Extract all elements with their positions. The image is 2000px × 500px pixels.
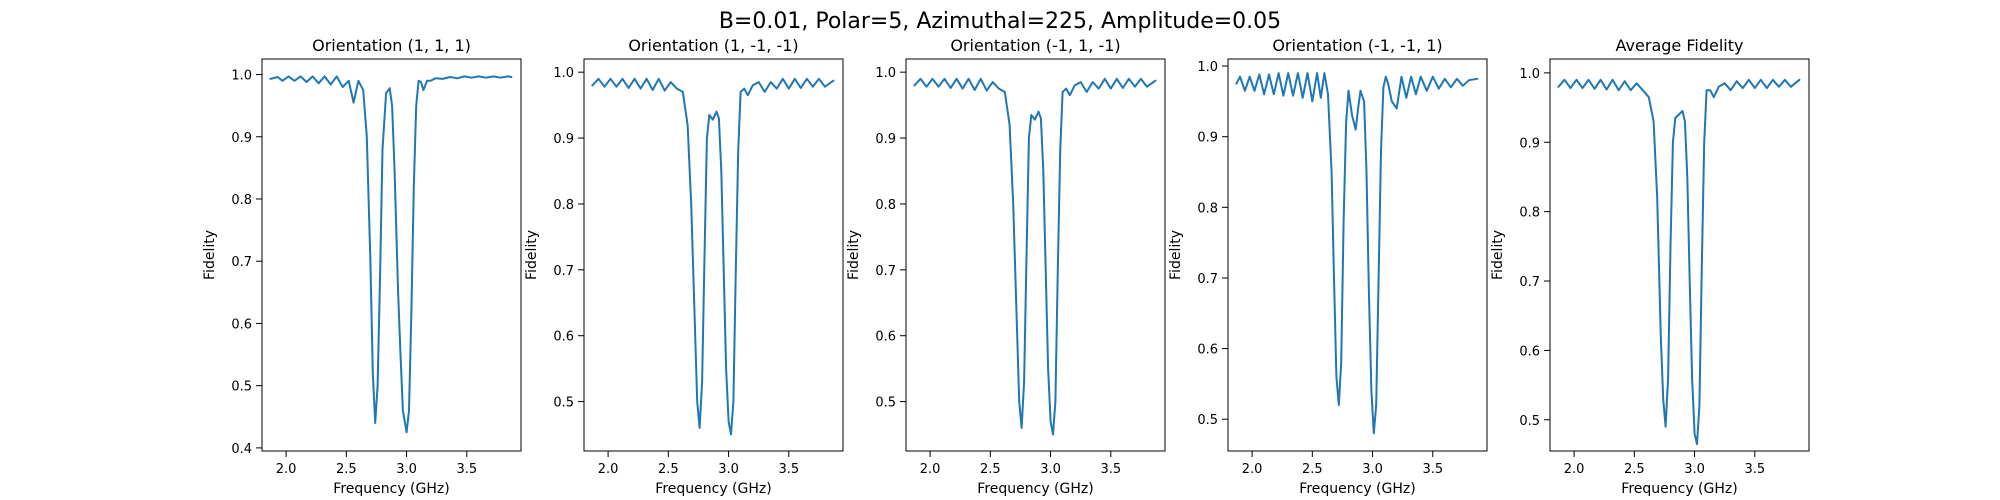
x-axis-label: Frequency (GHz) — [977, 481, 1093, 497]
subplot-panels: 2.0 2.5 3.0 3.5 0.4 0.5 0.6 0.7 0.8 0.9 1.0 Orienta… — [202, 36, 1810, 497]
subplot-4: 2.0 2.5 3.0 3.5 0.5 0.6 0.7 0.8 0.9 1.0 Orientatio… — [1168, 36, 1488, 497]
y-tick-label: 1.0 — [875, 66, 896, 81]
y-tick-label: 0.8 — [875, 198, 896, 213]
x-tick-label: 3.0 — [1684, 462, 1705, 477]
y-tick-label: 0.6 — [553, 330, 574, 345]
x-tick-label: 2.0 — [920, 462, 941, 477]
y-tick-label: 1.0 — [231, 69, 252, 84]
x-axis-label: Frequency (GHz) — [1299, 481, 1415, 497]
y-tick-label: 0.9 — [875, 132, 896, 147]
y-tick-label: 0.8 — [1519, 206, 1540, 221]
x-axis-label: Frequency (GHz) — [655, 481, 771, 497]
y-tick-label: 0.7 — [1197, 272, 1218, 287]
y-tick-label: 0.9 — [1197, 131, 1218, 146]
fidelity-line — [269, 75, 513, 434]
y-tick-label: 0.9 — [553, 132, 574, 147]
x-tick-label: 3.5 — [1744, 462, 1765, 477]
subplot-title: Orientation (-1, 1, -1) — [950, 36, 1120, 55]
x-tick-label: 2.5 — [980, 462, 1001, 477]
subplot-1: 2.0 2.5 3.0 3.5 0.4 0.5 0.6 0.7 0.8 0.9 1.0 Orienta… — [202, 36, 522, 497]
x-tick-label: 2.0 — [1564, 462, 1585, 477]
y-axis-label: Fidelity — [524, 230, 540, 280]
subplot-title: Average Fidelity — [1616, 36, 1744, 55]
x-tick-label: 2.0 — [598, 462, 619, 477]
fidelity-line — [591, 77, 835, 436]
y-tick-label: 0.5 — [231, 380, 252, 395]
y-tick-label: 0.4 — [231, 442, 252, 457]
axes-frame — [583, 58, 844, 452]
y-tick-label: 0.7 — [553, 264, 574, 279]
x-tick-label: 3.0 — [396, 462, 417, 477]
x-tick-label: 2.0 — [276, 462, 297, 477]
x-tick-label: 3.5 — [778, 462, 799, 477]
x-tick-label: 3.5 — [1100, 462, 1121, 477]
y-tick-label: 0.6 — [1519, 344, 1540, 359]
y-tick-label: 0.8 — [231, 193, 252, 208]
x-axis-label: Frequency (GHz) — [1621, 481, 1737, 497]
y-tick-label: 1.0 — [553, 66, 574, 81]
subplot-3: 2.0 2.5 3.0 3.5 0.5 0.6 0.7 0.8 0.9 1.0 Orientatio… — [846, 36, 1166, 497]
x-tick-label: 2.5 — [336, 462, 357, 477]
fidelity-line — [913, 77, 1157, 436]
x-tick-label: 2.5 — [1302, 462, 1323, 477]
y-tick-label: 0.6 — [231, 317, 252, 332]
fidelity-line — [1235, 72, 1479, 435]
axes-frame — [261, 58, 522, 452]
subplot-title: Orientation (-1, -1, 1) — [1272, 36, 1442, 55]
x-tick-label: 3.0 — [1040, 462, 1061, 477]
subplot-title: Orientation (1, 1, 1) — [312, 36, 471, 55]
y-tick-label: 0.5 — [1519, 414, 1540, 429]
x-tick-label: 3.0 — [718, 462, 739, 477]
axes-frame — [1549, 58, 1810, 452]
y-tick-label: 0.7 — [1519, 275, 1540, 290]
y-tick-label: 0.5 — [875, 396, 896, 411]
y-axis-label: Fidelity — [846, 230, 862, 280]
x-tick-label: 2.0 — [1242, 462, 1263, 477]
figure-suptitle: B=0.01, Polar=5, Azimuthal=225, Amplitud… — [719, 9, 1281, 34]
subplot-title: Orientation (1, -1, -1) — [628, 36, 798, 55]
y-tick-label: 0.5 — [1197, 413, 1218, 428]
x-axis-label: Frequency (GHz) — [333, 481, 449, 497]
y-tick-label: 1.0 — [1519, 67, 1540, 82]
axes-frame — [905, 58, 1166, 452]
y-tick-label: 0.5 — [553, 396, 574, 411]
axes-frame — [1227, 58, 1488, 452]
y-tick-label: 0.8 — [1197, 201, 1218, 216]
y-axis-label: Fidelity — [1490, 230, 1506, 280]
y-tick-label: 0.9 — [231, 131, 252, 146]
y-tick-label: 0.6 — [875, 330, 896, 345]
y-tick-label: 1.0 — [1197, 60, 1218, 75]
y-tick-label: 0.7 — [231, 255, 252, 270]
fidelity-line — [1557, 78, 1801, 446]
x-tick-label: 3.5 — [1422, 462, 1443, 477]
x-tick-label: 2.5 — [1624, 462, 1645, 477]
x-tick-label: 3.5 — [456, 462, 477, 477]
subplot-5: 2.0 2.5 3.0 3.5 0.5 0.6 0.7 0.8 0.9 1.0 Average Fi… — [1490, 36, 1810, 497]
x-tick-label: 3.0 — [1362, 462, 1383, 477]
y-tick-label: 0.6 — [1197, 343, 1218, 358]
y-tick-label: 0.9 — [1519, 136, 1540, 151]
y-tick-label: 0.8 — [553, 198, 574, 213]
y-axis-label: Fidelity — [202, 230, 218, 280]
x-tick-label: 2.5 — [658, 462, 679, 477]
subplot-2: 2.0 2.5 3.0 3.5 0.5 0.6 0.7 0.8 0.9 1.0 Orientatio… — [524, 36, 844, 497]
y-axis-label: Fidelity — [1168, 230, 1184, 280]
y-tick-label: 0.7 — [875, 264, 896, 279]
